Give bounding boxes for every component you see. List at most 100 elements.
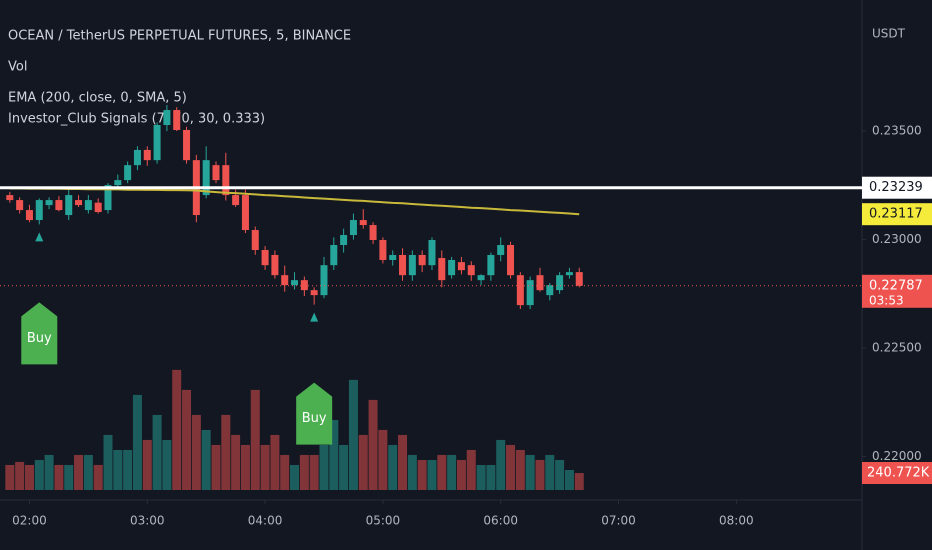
volume-bar [555,459,565,490]
candle-body [526,280,534,306]
volume-bar [15,461,25,490]
volume-bar [182,389,192,490]
candle-body [143,149,151,161]
candle-body [16,200,24,211]
signal-label: Buy [27,331,52,346]
volume-bar [5,464,15,490]
candle-body [45,200,53,206]
currency: USDT [872,27,906,41]
candle-body [55,200,63,211]
y-tick-label: 0.22500 [872,341,922,355]
candle-body [438,258,446,281]
volume-bar [280,454,290,490]
volume-bar [132,394,142,490]
x-tick-label: 08:00 [719,514,754,528]
volume-bar [24,464,34,490]
candle-body [212,165,220,181]
volume-bar [83,454,93,490]
candle-body [281,275,289,286]
candle-body [546,285,554,296]
candle-body [408,254,416,276]
volume-bar [270,434,280,490]
ema-label: 0.23117 [869,207,923,222]
candle-body [251,230,259,250]
volume-bar [240,444,250,490]
candle-body [349,220,357,236]
volume-bar [388,444,398,490]
candle-body [6,195,14,201]
signal-label-bg [21,302,58,365]
volume-bar [221,414,231,490]
volume-bar [64,464,74,490]
volume-bar [319,444,329,490]
volume-bar [378,429,388,490]
candle-body [575,272,583,286]
candle-body [261,249,269,266]
volume-bar [250,389,260,490]
candle-body [232,195,240,206]
volume-bar [54,464,64,490]
candle-body [448,259,456,276]
candle-body [65,195,73,216]
volume-bar [506,444,516,490]
current-price-label-bg [862,274,932,308]
candle-body [153,124,161,161]
volume-bar [574,473,584,490]
volume-bar [545,454,555,490]
volume-label-bg [862,462,932,484]
candle-body [418,254,426,266]
x-tick-label: 03:00 [130,514,165,528]
candle-body [379,240,387,260]
volume-bar [496,439,506,490]
volume-bar [142,439,152,490]
candle-body [84,200,92,211]
volume-bar [368,399,378,490]
volume-bar [525,454,535,490]
volume-bar [348,379,358,490]
volume-bar [456,459,466,490]
volume-bar [162,439,172,490]
legend-line: Vol [8,60,27,75]
x-tick-label: 06:00 [483,514,518,528]
volume-bar [407,454,417,490]
volume-bar [123,449,133,490]
signal-arrow [310,312,319,322]
candle-body [536,275,544,291]
x-tick-label: 04:00 [248,514,283,528]
candle-body [320,265,328,296]
volume-bar [447,454,457,490]
volume-bar [466,449,476,490]
volume-bar [398,434,408,490]
candle-body [291,280,299,286]
volume-bar [172,369,182,490]
y-tick-label: 0.22000 [872,449,922,463]
volume-bar [231,434,241,490]
volume-bar [44,454,54,490]
candle-body [330,245,338,266]
volume-bar [358,434,368,490]
candle-body [241,195,249,231]
candle-body [565,272,573,276]
current-price-label: 0.22787 [869,278,923,293]
volume-bar [329,419,339,490]
y-tick-label: 0.23500 [872,124,922,138]
volume-label: 240.772K [867,466,930,481]
volume-bar [113,449,123,490]
candle-body [399,254,407,276]
candle-body [359,220,367,226]
volume-bar [309,454,319,490]
x-tick-label: 07:00 [601,514,636,528]
candle-body [507,245,515,276]
volume-bar [299,454,309,490]
price-line-label-bg [862,176,932,199]
volume-bar [476,464,486,490]
volume-bar [93,464,103,490]
candle-body [497,245,505,255]
candle-body [104,185,112,211]
price-line-label: 0.23239 [869,180,923,195]
candle-body [340,235,348,245]
volume-bar [74,454,84,490]
ema-line [9,187,580,216]
